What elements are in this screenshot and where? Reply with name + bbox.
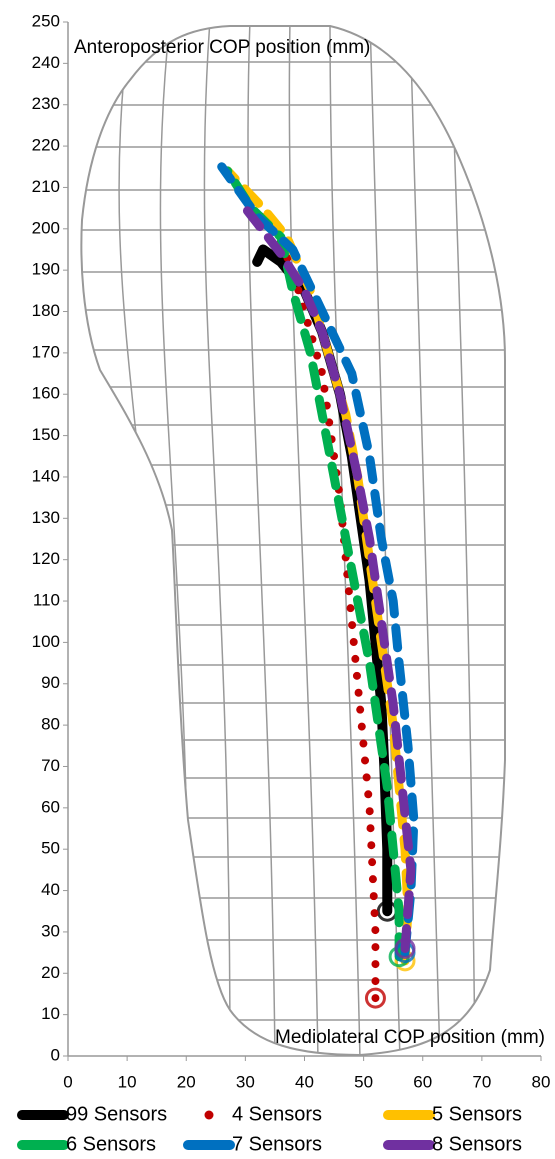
x-tick-label: 60 (413, 1072, 432, 1091)
y-tick-label: 90 (41, 673, 60, 692)
x-tick-label: 20 (177, 1072, 196, 1091)
y-tick-label: 100 (32, 632, 60, 651)
y-tick-label: 120 (32, 549, 60, 568)
chart: Anteroposterior COP position (mm) Mediol… (0, 0, 555, 1159)
foot-outline (60, 20, 520, 1060)
y-tick-label: 130 (32, 508, 60, 527)
y-tick-label: 0 (51, 1045, 60, 1064)
x-tick-label: 30 (236, 1072, 255, 1091)
x-tick-label: 40 (295, 1072, 314, 1091)
x-tick-label: 70 (472, 1072, 491, 1091)
y-tick-label: 60 (41, 797, 60, 816)
y-tick-label: 160 (32, 384, 60, 403)
y-tick-label: 240 (32, 53, 60, 72)
legend-label: 99 Sensors (66, 1103, 167, 1125)
y-tick-label: 200 (32, 218, 60, 237)
y-tick-label: 70 (41, 756, 60, 775)
legend-label: 7 Sensors (232, 1133, 322, 1155)
x-tick-label: 0 (63, 1072, 72, 1091)
y-tick-label: 220 (32, 136, 60, 155)
y-tick-label: 250 (32, 11, 60, 30)
x-tick-label: 80 (532, 1072, 551, 1091)
y-tick-label: 110 (33, 591, 60, 610)
y-tick-label: 20 (41, 963, 60, 982)
series-line (228, 171, 408, 961)
y-tick-label: 190 (32, 260, 60, 279)
y-tick-label: 230 (32, 94, 60, 113)
x-axis-title: Mediolateral COP position (mm) (275, 1027, 545, 1048)
legend-label: 4 Sensors (232, 1103, 322, 1125)
y-tick-label: 30 (41, 921, 60, 940)
y-tick-label: 50 (41, 839, 60, 858)
y-tick-label: 150 (32, 425, 60, 444)
x-tick-label: 10 (118, 1072, 137, 1091)
y-tick-label: 40 (41, 880, 60, 899)
legend-label: 8 Sensors (432, 1133, 522, 1155)
legend-label: 6 Sensors (66, 1133, 156, 1155)
y-tick-label: 140 (32, 466, 60, 485)
y-tick-label: 210 (32, 177, 60, 196)
y-axis-title: Anteroposterior COP position (mm) (74, 37, 370, 58)
y-tick-label: 180 (32, 301, 60, 320)
page: Anteroposterior COP position (mm) Mediol… (0, 0, 555, 1159)
y-tick-label: 170 (32, 342, 60, 361)
legend-label: 5 Sensors (432, 1103, 522, 1125)
y-tick-label: 80 (41, 715, 60, 734)
y-tick-label: 10 (41, 1004, 60, 1023)
x-tick-label: 50 (354, 1072, 373, 1091)
